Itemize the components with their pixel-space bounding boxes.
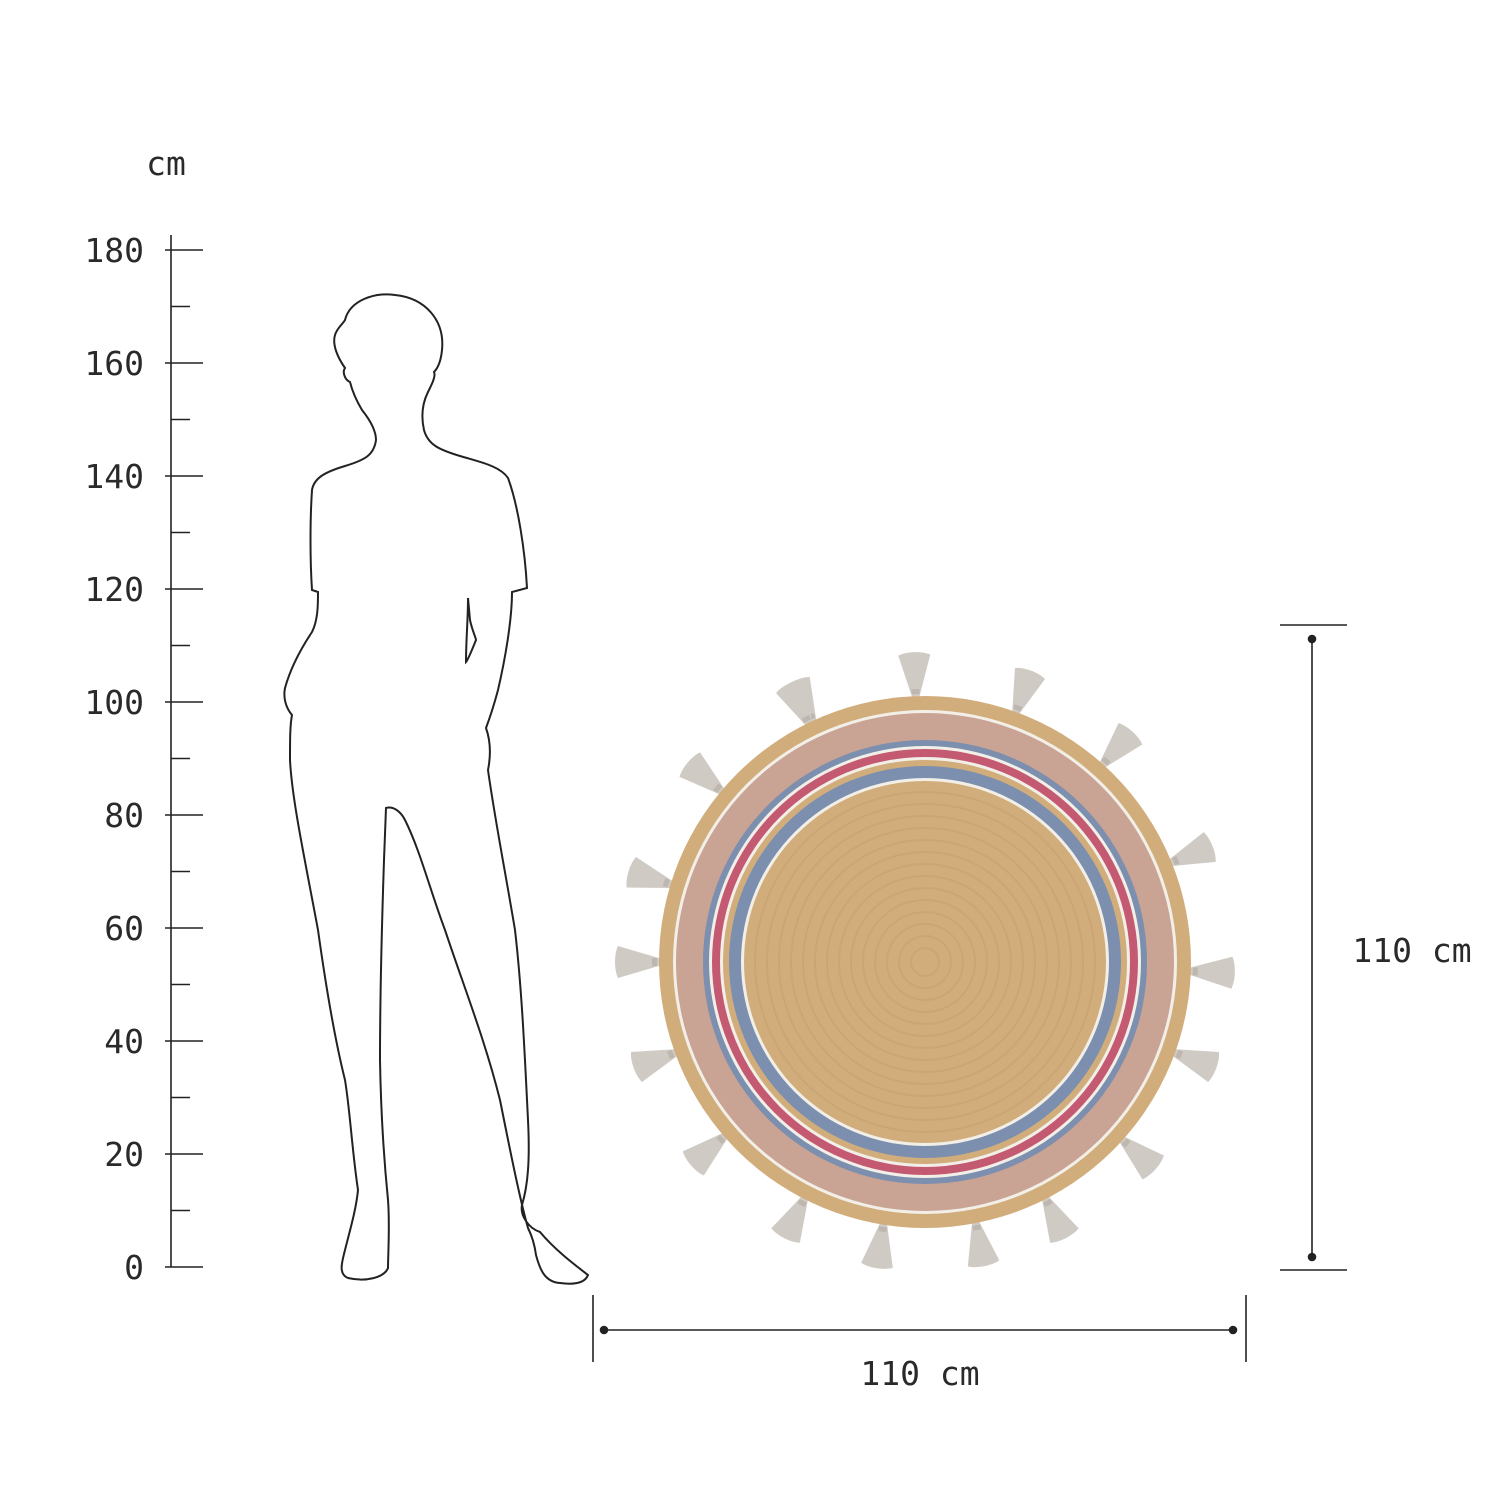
tick-label: 160: [84, 344, 144, 383]
tassel: [615, 946, 662, 978]
tassel: [898, 652, 931, 700]
scale-unit-label: cm: [146, 144, 186, 183]
tassel: [771, 1194, 809, 1243]
tick-label: 20: [104, 1135, 144, 1174]
tassel: [626, 856, 675, 888]
tassel: [861, 1221, 893, 1269]
dimension-dot: [1307, 1252, 1317, 1262]
tassel: [1167, 832, 1216, 867]
width-label: 110 cm: [860, 1354, 979, 1393]
tassel: [1012, 667, 1046, 716]
rug-braid-ring: [874, 911, 976, 1013]
tassel: [682, 1132, 729, 1176]
dimension-dot: [1307, 634, 1317, 644]
dimension-dot: [1228, 1325, 1238, 1335]
tassel: [776, 679, 813, 727]
dimension-dot: [599, 1325, 609, 1335]
tassel: [1041, 1194, 1079, 1243]
rug-braid-ring: [754, 791, 1096, 1133]
rug-braid-ring: [898, 935, 952, 989]
rug-braid-ring: [850, 887, 1000, 1037]
rug-braid-ring: [838, 875, 1012, 1049]
rug-braid-ring: [766, 803, 1084, 1121]
tick-label: 100: [84, 683, 144, 722]
tassel: [1187, 956, 1235, 989]
tassel: [679, 752, 726, 796]
tassel: [1118, 1135, 1164, 1180]
tassel: [630, 1049, 679, 1083]
tassel: [1098, 723, 1143, 769]
width-dimension: [592, 1295, 1247, 1362]
rug-braid-ring: [826, 863, 1024, 1061]
rug-braid-ring: [886, 923, 964, 1001]
height-label: 110 cm: [1352, 931, 1471, 970]
rug-braid-ring: [910, 947, 940, 977]
tick-label: 140: [84, 457, 144, 496]
tick-label: 60: [104, 909, 144, 948]
rug-braid-ring: [790, 827, 1060, 1097]
rug-center: [744, 781, 1106, 1143]
tick-label: 40: [104, 1022, 144, 1061]
height-scale: 0 20 40 60 80 100 120 140 160 180: [84, 231, 203, 1287]
tick-label: 0: [124, 1248, 144, 1287]
tick-label: 180: [84, 231, 144, 270]
height-dimension: [1280, 624, 1347, 1271]
rug-braid-ring: [778, 815, 1072, 1109]
round-jute-rug: [615, 652, 1235, 1269]
person-silhouette: [283, 293, 590, 1285]
rug-braid-ring: [814, 851, 1036, 1073]
rug-braid-ring: [862, 899, 988, 1025]
tassel: [967, 1219, 1000, 1268]
tick-label: 120: [84, 570, 144, 609]
rug-braid-ring: [802, 839, 1048, 1085]
tassel: [1171, 1049, 1220, 1083]
tick-label: 80: [104, 796, 144, 835]
